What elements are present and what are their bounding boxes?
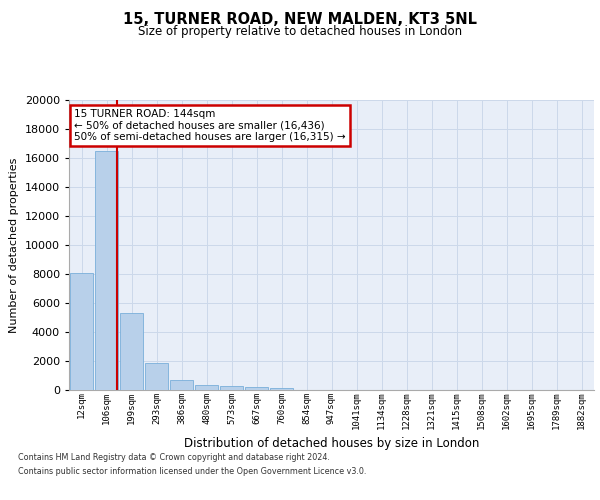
Text: Contains public sector information licensed under the Open Government Licence v3: Contains public sector information licen… — [18, 467, 367, 476]
Bar — [220, 386, 243, 390]
Text: Size of property relative to detached houses in London: Size of property relative to detached ho… — [138, 25, 462, 38]
Bar — [245, 387, 268, 390]
Bar — [145, 363, 168, 390]
Text: 15, TURNER ROAD, NEW MALDEN, KT3 5NL: 15, TURNER ROAD, NEW MALDEN, KT3 5NL — [123, 12, 477, 28]
Y-axis label: Number of detached properties: Number of detached properties — [9, 158, 19, 332]
Text: Contains HM Land Registry data © Crown copyright and database right 2024.: Contains HM Land Registry data © Crown c… — [18, 454, 330, 462]
Bar — [195, 384, 218, 390]
Bar — [95, 151, 118, 390]
Bar — [120, 313, 143, 390]
Bar — [70, 272, 93, 390]
Text: 15 TURNER ROAD: 144sqm
← 50% of detached houses are smaller (16,436)
50% of semi: 15 TURNER ROAD: 144sqm ← 50% of detached… — [74, 108, 346, 142]
X-axis label: Distribution of detached houses by size in London: Distribution of detached houses by size … — [184, 438, 479, 450]
Bar — [270, 388, 293, 390]
Bar — [170, 380, 193, 390]
